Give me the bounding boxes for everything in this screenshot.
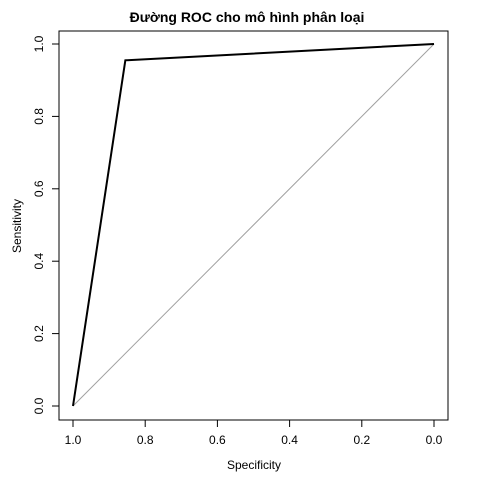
roc-curve-0 bbox=[72, 43, 435, 407]
y-axis-label: Sensitivity bbox=[10, 199, 24, 253]
y-tick-label: 1.0 bbox=[32, 35, 46, 52]
x-tick-label: 0.8 bbox=[137, 433, 154, 447]
x-axis-label: Specificity bbox=[227, 458, 281, 472]
x-axis: 1.0 0.8 0.6 0.4 0.2 0.0 bbox=[65, 419, 443, 447]
x-tick-label: 0.4 bbox=[281, 433, 298, 447]
y-tick-label: 0.8 bbox=[32, 108, 46, 125]
y-tick-label: 0.0 bbox=[32, 397, 46, 414]
x-tick-label: 0.2 bbox=[353, 433, 370, 447]
x-tick-label: 0.0 bbox=[426, 433, 443, 447]
reference-diagonal bbox=[72, 43, 435, 407]
plot-area bbox=[58, 30, 449, 421]
y-tick-label: 0.4 bbox=[32, 253, 46, 270]
y-axis: 0.0 0.2 0.4 0.6 0.8 1.0 bbox=[32, 35, 60, 414]
y-tick-label: 0.2 bbox=[32, 325, 46, 342]
y-tick-label: 0.6 bbox=[32, 180, 46, 197]
x-tick-label: 1.0 bbox=[65, 433, 82, 447]
x-tick-label: 0.6 bbox=[209, 433, 226, 447]
chart-title: Đường ROC cho mô hình phân loại bbox=[130, 9, 365, 25]
